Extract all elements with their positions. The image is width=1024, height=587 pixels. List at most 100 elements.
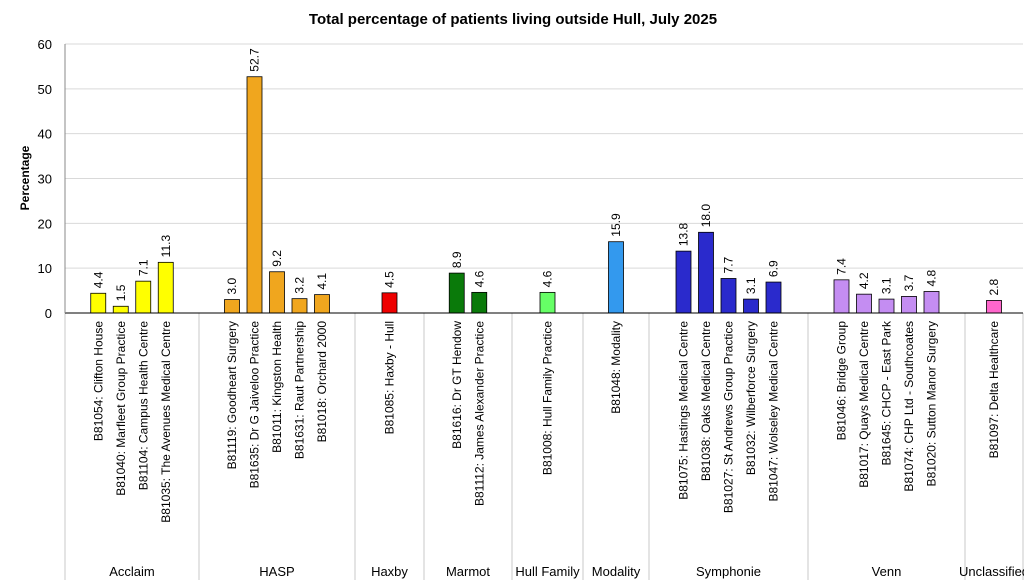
bar: [833, 279, 850, 314]
group-label: Hull Family: [515, 564, 580, 579]
bar: [720, 278, 737, 314]
bar: [698, 231, 714, 314]
bar: [856, 293, 872, 314]
bar: [923, 291, 940, 314]
bar: [314, 294, 330, 314]
data-label: 4.4: [91, 271, 105, 288]
y-tick-label: 40: [38, 127, 52, 142]
category-label: B81027: St Andrews Group Practice: [722, 321, 736, 513]
data-label: 3.0: [225, 278, 239, 295]
bar: [224, 299, 240, 314]
category-label: B81011: Kingston Health: [270, 321, 284, 453]
data-label: 8.9: [450, 251, 464, 268]
category-label: B81008: Hull Family Practice: [541, 321, 555, 475]
bar: [135, 280, 152, 314]
y-tick-label: 0: [45, 306, 52, 321]
bar: [765, 281, 782, 314]
y-axis-label: Percentage: [18, 145, 32, 210]
group-label: Modality: [592, 564, 641, 579]
bar: [901, 296, 917, 314]
data-label: 1.5: [114, 284, 128, 301]
data-label: 7.1: [136, 259, 150, 276]
category-label: B81635: Dr G Jaiveloo Practice: [248, 321, 262, 489]
bar: [471, 291, 488, 314]
data-label: 18.0: [699, 204, 713, 228]
group-label: Symphonie: [696, 564, 761, 579]
data-label: 4.1: [315, 273, 329, 290]
data-label: 3.1: [744, 277, 758, 294]
data-label: 4.6: [472, 270, 486, 287]
category-label: B81047: Wolseley Medical Centre: [767, 321, 781, 502]
category-label: B81048: Modality: [609, 321, 623, 414]
category-label: B81085: Haxby - Hull: [383, 321, 397, 434]
bar: [675, 250, 692, 314]
y-tick-label: 50: [38, 82, 52, 97]
data-label: 13.8: [677, 222, 691, 246]
data-label: 6.9: [767, 260, 781, 277]
bar: [381, 292, 398, 314]
data-label: 3.7: [902, 274, 916, 291]
data-label: 4.8: [925, 269, 939, 286]
category-label: B81038: Oaks Medical Centre: [699, 321, 713, 481]
data-label: 11.3: [159, 235, 173, 258]
bar: [112, 305, 129, 314]
group-label: Haxby: [371, 564, 408, 579]
category-label: B81032: Wilberforce Surgery: [744, 321, 758, 475]
bar: [90, 292, 107, 314]
bar: [986, 300, 1002, 314]
category-label: B81017: Quays Medical Centre: [857, 321, 871, 488]
y-tick-label: 10: [38, 261, 52, 276]
category-label: B81119: Goodheart Surgery: [225, 321, 239, 469]
group-label: Unclassified: [959, 564, 1024, 579]
group-separators: [64, 313, 1024, 580]
category-label: B81020: Sutton Manor Surgery: [925, 321, 939, 486]
bar: [269, 271, 285, 314]
category-label: B81054: Clifton House: [91, 321, 105, 441]
data-label: 4.2: [857, 272, 871, 289]
bar: [157, 261, 174, 314]
bar: [539, 291, 556, 314]
bar: [743, 298, 759, 314]
group-label: Venn: [872, 564, 902, 579]
bar: [246, 76, 263, 314]
bar: [291, 298, 308, 314]
category-label: B81074: CHP Ltd - Southcoates: [902, 321, 916, 492]
data-label: 4.6: [541, 270, 555, 287]
grid-lines: [65, 43, 1023, 269]
category-label: B81645: CHCP - East Park: [880, 320, 894, 466]
category-label: B81104: Campus Health Centre: [136, 321, 150, 491]
data-label: 7.4: [835, 258, 849, 275]
data-label: 15.9: [609, 213, 623, 237]
data-label: 7.7: [722, 256, 736, 273]
category-label: B81046: Bridge Group: [835, 321, 849, 441]
data-label: 9.2: [270, 250, 284, 267]
data-label: 4.5: [383, 271, 397, 288]
bar: [608, 241, 624, 314]
data-label: 3.1: [880, 277, 894, 294]
category-label: B81075: Hastings Medical Centre: [677, 321, 691, 500]
data-label: 2.8: [987, 278, 1001, 295]
category-label: B81040: Marfleet Group Practice: [114, 321, 128, 496]
group-label: HASP: [259, 564, 294, 579]
category-labels: B81054: Clifton House B81040: Marfleet Gr…: [91, 320, 1001, 523]
category-label: B81097: Delta Healthcare: [987, 321, 1001, 459]
group-label: Acclaim: [109, 564, 155, 579]
category-label: B81035: The Avenues Medical Centre: [159, 321, 173, 523]
y-tick-label: 30: [38, 172, 52, 187]
bars: [90, 76, 1002, 314]
category-label: B81018: Orchard 2000: [315, 321, 329, 443]
data-label: 3.2: [293, 277, 307, 294]
category-label: B81616: Dr GT Hendow: [450, 321, 464, 449]
y-tick-labels: 0 10 20 30 40 50 60: [38, 37, 52, 321]
bar: [878, 298, 895, 314]
bar: [448, 272, 465, 314]
group-labels: Acclaim HASP Haxby Marmot Hull Family Modalit…: [109, 564, 1024, 579]
y-tick-label: 60: [38, 37, 52, 52]
category-label: B81112: James Alexander Practice: [472, 321, 486, 506]
y-tick-label: 20: [38, 216, 52, 231]
chart-title: Total percentage of patients living outs…: [309, 11, 717, 28]
category-label: B81631: Raut Partnership: [293, 321, 307, 459]
data-label: 52.7: [248, 48, 262, 72]
group-label: Marmot: [446, 564, 490, 579]
